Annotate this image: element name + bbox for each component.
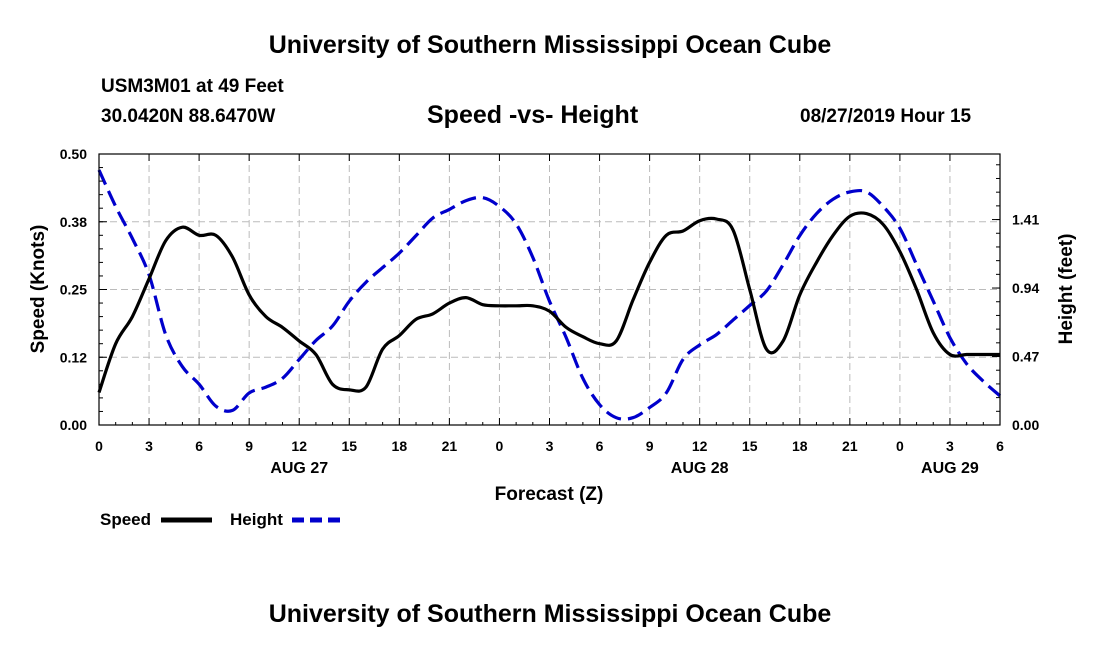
page-title: University of Southern Mississippi Ocean… — [268, 31, 832, 59]
legend: Speed Height — [100, 510, 343, 529]
series-line-height — [97, 169, 1002, 421]
x-tick-label: 6 — [195, 438, 203, 454]
date-label: AUG 29 — [921, 460, 979, 477]
x-tick-label: 0 — [496, 438, 504, 454]
y2-axis-label: Height (feet) — [1056, 234, 1077, 345]
x-tick-label: 0 — [896, 438, 904, 454]
x-tick-label: 21 — [842, 438, 858, 454]
y-tick-label: 0.25 — [60, 282, 87, 298]
legend-label-height: Height — [230, 510, 283, 529]
x-tick-label: 6 — [596, 438, 604, 454]
x-tick-label: 0 — [95, 438, 103, 454]
x-tick-label: 18 — [392, 438, 408, 454]
x-tick-label: 6 — [996, 438, 1004, 454]
legend-label-speed: Speed — [100, 510, 151, 529]
x-tick-label: 9 — [646, 438, 654, 454]
x-tick-label: 12 — [291, 438, 307, 454]
plot-lines — [97, 169, 1002, 421]
x-tick-label: 3 — [546, 438, 554, 454]
date-label: AUG 28 — [671, 460, 729, 477]
y2-tick-label: 0.00 — [1012, 417, 1039, 433]
y-tick-label: 0.12 — [60, 349, 87, 365]
x-tick-label: 21 — [442, 438, 458, 454]
x-axis-label: Forecast (Z) — [495, 484, 604, 505]
grid-lines — [99, 154, 1000, 425]
y-tick-label: 0.00 — [60, 417, 87, 433]
x-tick-label: 18 — [792, 438, 808, 454]
x-tick-label: 9 — [245, 438, 253, 454]
series-line-speed — [97, 211, 1000, 394]
y-tick-label: 0.38 — [60, 214, 87, 230]
x-tick-label: 15 — [341, 438, 357, 454]
x-tick-label: 3 — [145, 438, 153, 454]
chart-title: Speed -vs- Height — [427, 101, 639, 129]
y-tick-label: 0.50 — [60, 146, 87, 162]
x-tick-label: 3 — [946, 438, 954, 454]
axes: 0 3 6 9 12 15 18 21 0 3 6 9 12 15 18 21 0 3 6 AUG 27 AUG 28 A… — [60, 146, 1040, 477]
footer-title: University of Southern Mississippi Ocean… — [268, 600, 832, 628]
coordinates-label: 30.0420N 88.6470W — [101, 106, 276, 127]
date-label: AUG 27 — [270, 460, 328, 477]
station-label: USM3M01 at 49 Feet — [101, 76, 284, 97]
y2-tick-label: 0.94 — [1012, 280, 1039, 296]
y2-tick-label: 1.41 — [1012, 212, 1039, 228]
y2-tick-label: 0.47 — [1012, 349, 1039, 365]
y-axis-label: Speed (Knots) — [28, 225, 49, 354]
valid-time-label: 08/27/2019 Hour 15 — [800, 106, 972, 127]
x-tick-label: 15 — [742, 438, 758, 454]
x-tick-label: 12 — [692, 438, 708, 454]
